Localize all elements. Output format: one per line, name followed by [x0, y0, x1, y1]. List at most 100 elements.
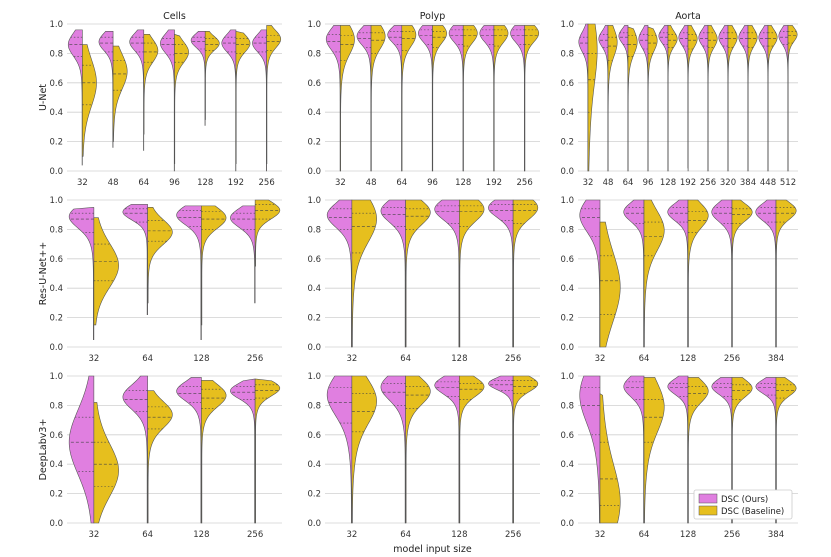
x-tick-label: 48	[603, 178, 614, 188]
violin-baseline	[93, 217, 119, 326]
violin-baseline	[459, 199, 485, 348]
x-tick-label: 48	[108, 178, 119, 188]
violin-baseline	[340, 25, 355, 172]
violin-baseline	[512, 199, 539, 348]
y-tick-label: 0.4	[560, 108, 574, 118]
y-tick-label: 0.8	[307, 49, 321, 59]
x-tick-label: 384	[740, 178, 756, 188]
violin-ours	[326, 375, 353, 524]
x-tick-label: 64	[400, 530, 411, 540]
violin-baseline	[512, 375, 539, 524]
y-tick-label: 0.4	[49, 108, 63, 118]
violin-baseline	[405, 375, 431, 524]
x-tick-label: 256	[247, 354, 263, 364]
violin-baseline	[235, 31, 251, 164]
x-tick-label: 32	[88, 530, 99, 540]
x-tick-label: 64	[639, 354, 650, 364]
violin-ours	[448, 25, 464, 172]
x-tick-label: 384	[768, 354, 784, 364]
y-tick-label: 1.0	[49, 196, 63, 206]
violin-baseline	[254, 378, 281, 524]
x-tick-label: 64	[138, 178, 149, 188]
x-tick-label: 128	[193, 354, 209, 364]
y-tick-label: 0.0	[307, 343, 321, 353]
violin-ours	[434, 375, 460, 524]
panel-res-u-net--aorta: 0.0 0.2 0.4 0.6 0.8 1.0 32 64 128 256 384	[560, 196, 798, 364]
x-tick-label: 64	[396, 178, 407, 188]
x-tick-label: 64	[639, 530, 650, 540]
y-tick-label: 0.2	[560, 314, 574, 324]
violin-ours	[755, 199, 777, 348]
violin-baseline	[524, 25, 540, 172]
x-tick-label: 128	[197, 178, 213, 188]
violin-baseline	[401, 25, 417, 172]
y-tick-label: 0.4	[307, 284, 321, 294]
y-tick-label: 0.8	[560, 225, 574, 235]
x-tick-label: 192	[228, 178, 244, 188]
y-tick-label: 0.6	[307, 79, 321, 89]
violin-ours	[176, 205, 202, 340]
row-label: U-Net	[38, 84, 49, 111]
violin-baseline	[587, 23, 598, 172]
violin-ours	[122, 204, 148, 315]
y-tick-label: 0.6	[49, 431, 63, 441]
violin-ours	[380, 199, 406, 348]
panel-deeplabv3--polyp: 0.0 0.2 0.4 0.6 0.8 1.0 32 64 128 256 model input …	[307, 372, 540, 555]
y-tick-label: 0.6	[560, 431, 574, 441]
x-tick-label: 64	[400, 354, 411, 364]
y-tick-label: 0.6	[49, 79, 63, 89]
violin-ours	[623, 199, 645, 348]
y-tick-label: 0.8	[49, 225, 63, 235]
violin-baseline	[731, 199, 753, 348]
violin-baseline	[643, 377, 665, 524]
legend-label-ours: DSC (Ours)	[721, 495, 768, 505]
y-tick-label: 0.6	[560, 79, 574, 89]
violin-ours	[230, 378, 256, 524]
x-tick-label: 128	[660, 178, 676, 188]
violin-ours	[98, 31, 114, 148]
y-tick-label: 0.0	[307, 519, 321, 529]
y-tick-label: 0.6	[307, 431, 321, 441]
x-tick-label: 128	[193, 530, 209, 540]
violin-baseline	[370, 25, 386, 172]
panel-u-net-cells: 0.0 0.2 0.4 0.6 0.8 1.0 Cells U-Net 32 48 64 96 128 1…	[38, 11, 282, 188]
violin-ours	[326, 199, 353, 348]
y-tick-label: 0.4	[307, 108, 321, 118]
violin-ours	[579, 199, 601, 348]
x-tick-label: 64	[142, 530, 153, 540]
y-tick-label: 0.2	[307, 138, 321, 148]
y-tick-label: 0.4	[49, 460, 63, 470]
panel-title: Aorta	[675, 11, 701, 22]
y-tick-label: 0.0	[307, 167, 321, 177]
violin-baseline	[459, 375, 485, 524]
violin-baseline	[687, 25, 698, 172]
violin-ours	[488, 199, 514, 348]
y-tick-label: 1.0	[49, 372, 63, 382]
y-tick-label: 0.2	[49, 490, 63, 500]
x-tick-label: 128	[455, 178, 471, 188]
y-tick-label: 0.8	[307, 225, 321, 235]
violin-baseline	[143, 33, 159, 135]
violin-baseline	[254, 199, 281, 267]
y-tick-label: 0.4	[560, 460, 574, 470]
violin-ours	[578, 23, 589, 172]
legend-swatch-ours	[698, 493, 718, 504]
x-tick-label: 192	[486, 178, 502, 188]
x-tick-label: 32	[583, 178, 594, 188]
x-tick-label: 256	[505, 530, 521, 540]
y-tick-label: 0.2	[560, 490, 574, 500]
y-tick-label: 0.0	[560, 167, 574, 177]
y-tick-label: 0.8	[560, 49, 574, 59]
violin-ours	[758, 25, 769, 172]
violin-ours	[387, 25, 403, 172]
x-tick-label: 320	[720, 178, 736, 188]
violin-ours	[434, 199, 460, 348]
violin-ours	[252, 29, 267, 172]
x-tick-label: 256	[247, 530, 263, 540]
x-tick-label: 64	[142, 354, 153, 364]
violin-ours	[176, 377, 202, 524]
violin-ours	[638, 25, 649, 172]
y-tick-label: 0.2	[49, 138, 63, 148]
violin-baseline	[627, 26, 638, 172]
violin-baseline	[599, 393, 621, 524]
